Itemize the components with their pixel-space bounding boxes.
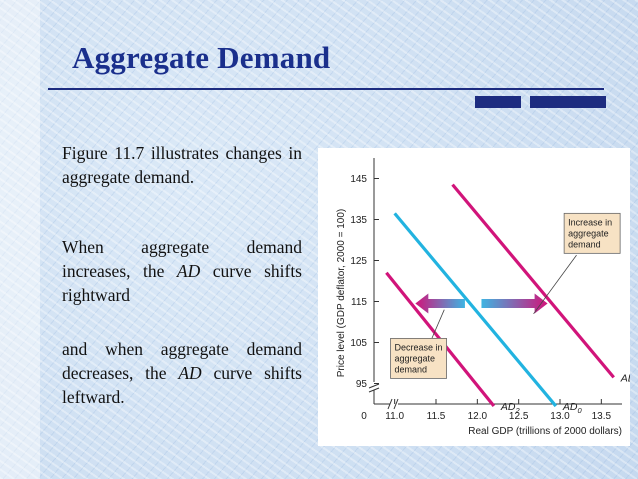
x-axis-break-mark — [387, 398, 393, 410]
callout-box — [563, 212, 621, 254]
y-tick-label: 115 — [351, 297, 367, 308]
callout-text-line: demand — [568, 239, 601, 249]
series-line-ad1 — [451, 183, 615, 379]
callout-text-line: aggregate — [395, 353, 436, 363]
x-axis-title: Real GDP (trillions of 2000 dollars) — [468, 426, 622, 437]
x-tick-label: 12.5 — [509, 411, 529, 422]
ad-chart-card: 95 105 115 125 135 145 0 11.0 11.5 12.0 12.5 13.0 13… — [318, 148, 630, 446]
paragraph-figure-intro: Figure 11.7 illustrates changes in aggre… — [62, 143, 302, 187]
ad-chart: 95 105 115 125 135 145 0 11.0 11.5 12.0 12.5 13.0 13… — [336, 158, 630, 437]
callout-leader — [431, 309, 445, 339]
x-tick-label: 12.0 — [468, 411, 488, 422]
callout-text-line: demand — [395, 364, 428, 374]
x-tick-label: 13.5 — [592, 411, 612, 422]
x-tick-label: 11.0 — [385, 411, 404, 422]
paragraph-increase: When aggregate demand increases, the AD … — [62, 235, 302, 307]
paragraph-decrease-post: curve shifts leftward. — [62, 363, 302, 407]
callout-box — [390, 337, 447, 379]
slide-title: Aggregate Demand — [72, 40, 331, 75]
y-tick-label: 125 — [350, 256, 367, 267]
y-tick-label: 145 — [350, 174, 367, 185]
series-label-ad2: AD2 — [500, 401, 521, 415]
paragraph-decrease-ad: AD — [178, 363, 202, 383]
series-label-ad1: AD1 — [620, 372, 630, 386]
series-line-ad0 — [393, 212, 558, 408]
series-label-ad0: AD0 — [562, 401, 583, 415]
y-axis-title: Price level (GDP deflator, 2000 = 100) — [336, 209, 347, 378]
callout-text-line: Increase in — [568, 217, 612, 227]
left-accent-bar — [0, 0, 40, 479]
x-tick-label-origin: 0 — [361, 411, 367, 422]
callout-text-line: Decrease in — [395, 342, 443, 352]
y-tick-label: 95 — [356, 379, 368, 390]
paragraph-increase-post: curve shifts rightward — [62, 261, 302, 305]
shift-arrow-right — [481, 293, 548, 314]
shift-arrow-left — [415, 293, 465, 314]
title-underline — [48, 88, 604, 90]
y-axis-break-mark — [368, 387, 380, 393]
y-tick-label: 135 — [350, 215, 367, 226]
title-rule-block-large — [530, 96, 606, 108]
y-axis-break-mark — [368, 383, 380, 389]
callout-text-line: aggregate — [568, 228, 609, 238]
y-tick-label: 105 — [350, 338, 367, 349]
callout-leader — [533, 254, 577, 315]
x-tick-label: 13.0 — [550, 411, 570, 422]
title-rule-block-small — [475, 96, 521, 108]
paragraph-increase-ad: AD — [176, 261, 201, 281]
paragraph-decrease-pre: and when aggregate demand decreases, the — [62, 339, 302, 383]
x-tick-label: 11.5 — [427, 411, 446, 422]
paragraph-decrease: and when aggregate demand decreases, the… — [62, 337, 302, 409]
x-axis-break-mark — [393, 398, 399, 410]
paragraph-increase-pre: When aggregate demand increases, the — [62, 237, 302, 281]
